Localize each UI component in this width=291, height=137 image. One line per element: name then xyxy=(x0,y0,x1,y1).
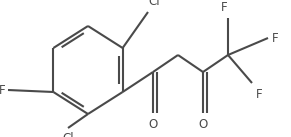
Text: O: O xyxy=(148,118,158,131)
Text: F: F xyxy=(221,1,227,14)
Text: Cl: Cl xyxy=(148,0,160,8)
Text: F: F xyxy=(272,32,278,45)
Text: F: F xyxy=(256,88,262,101)
Text: Cl: Cl xyxy=(62,132,74,137)
Text: F: F xyxy=(0,83,5,96)
Text: O: O xyxy=(198,118,207,131)
